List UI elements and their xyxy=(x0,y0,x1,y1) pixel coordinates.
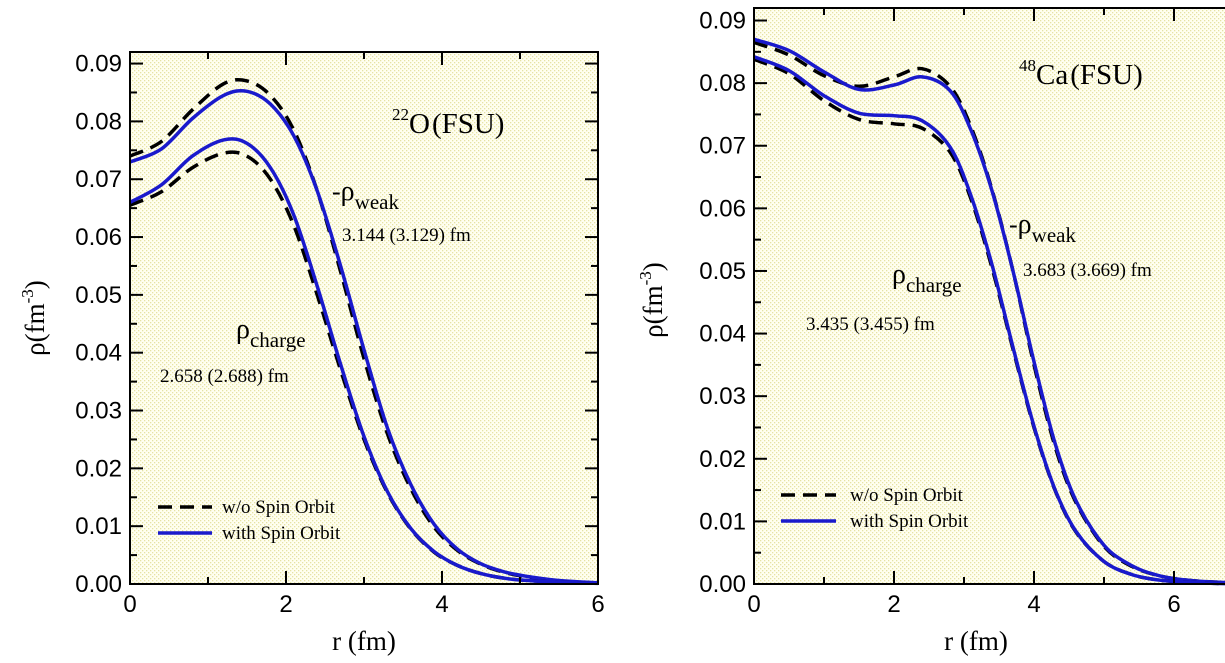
legend: w/o Spin Orbit with Spin Orbit xyxy=(781,485,969,532)
charge-rho: ρ xyxy=(236,314,250,345)
y-tick-label: 0.06 xyxy=(699,195,746,222)
y-axis-title-main: ρ(fm xyxy=(20,303,50,355)
weak-sub: weak xyxy=(355,190,400,214)
plot-frame xyxy=(753,7,1225,585)
y-axis-title-close: ) xyxy=(20,280,50,289)
nucleus-model: (FSU) xyxy=(1070,59,1143,91)
charge-density-label: ρcharge xyxy=(892,259,962,297)
charge-radius-value: 3.435 (3.455) fm xyxy=(806,314,935,335)
charge-sub: charge xyxy=(906,273,962,297)
y-tick-label: 0.07 xyxy=(699,133,746,160)
nucleus-model: (FSU) xyxy=(432,108,505,140)
legend-label-with-spin-orbit: with Spin Orbit xyxy=(850,511,969,532)
x-tick-label: 6 xyxy=(591,591,604,618)
y-tick-label: 0.01 xyxy=(699,508,746,535)
charge-rho: ρ xyxy=(892,259,906,290)
series-weak-solid xyxy=(129,88,599,585)
x-tick-label: 0 xyxy=(123,591,136,618)
x-tick-label: 0 xyxy=(747,591,760,618)
charge-density-label: ρcharge xyxy=(236,314,306,352)
y-tick-label: 0.00 xyxy=(699,571,746,598)
y-tick-label: 0.05 xyxy=(75,282,122,309)
y-tick-label: 0.02 xyxy=(75,455,122,482)
weak-radius-value: 3.144 (3.129) fm xyxy=(342,225,471,246)
legend-label-without-spin-orbit: w/o Spin Orbit xyxy=(850,485,964,506)
weak-rho: ρ xyxy=(341,176,355,207)
series-layer xyxy=(129,77,599,586)
y-tick-label: 0.04 xyxy=(75,340,122,367)
y-tick-label: 0.09 xyxy=(75,51,122,78)
weak-rho: ρ xyxy=(1018,209,1032,240)
weak-density-label: -ρweak xyxy=(1009,209,1076,247)
left-chart-panel: 0.00 0.01 0.02 0.03 0.04 0.05 0.06 0.07 0.08 0.09… xyxy=(18,51,605,656)
x-tick-label: 4 xyxy=(435,591,448,618)
y-axis-title: ρ(fm-3) xyxy=(18,280,50,356)
y-tick-label: 0.07 xyxy=(75,166,122,193)
series-charge-solid xyxy=(753,55,1225,586)
nucleus-symbol: Ca xyxy=(1036,59,1068,91)
weak-prefix: - xyxy=(1009,210,1018,239)
weak-prefix: - xyxy=(332,177,341,206)
legend-label-with-spin-orbit: with Spin Orbit xyxy=(222,523,341,544)
plot-background xyxy=(130,52,598,584)
charge-sub: charge xyxy=(250,328,306,352)
weak-sub: weak xyxy=(1032,223,1077,247)
ticks-layer: 0.00 0.01 0.02 0.03 0.04 0.05 0.06 0.07 0.08 0.09… xyxy=(699,8,1180,618)
y-tick-label: 0.04 xyxy=(699,321,746,348)
y-tick-label: 0.03 xyxy=(75,398,122,425)
nucleus-symbol: O xyxy=(409,108,430,140)
y-tick-label: 0.03 xyxy=(699,383,746,410)
legend-label-without-spin-orbit: w/o Spin Orbit xyxy=(222,497,336,518)
series-weak-dashed xyxy=(129,77,599,585)
series-weak-solid xyxy=(753,37,1225,585)
weak-density-label: -ρweak xyxy=(332,176,399,214)
y-axis-title-sup: -3 xyxy=(636,271,655,285)
ticks-layer: 0.00 0.01 0.02 0.03 0.04 0.05 0.06 0.07 0.08 0.09… xyxy=(75,51,604,618)
series-layer xyxy=(753,37,1225,586)
y-tick-label: 0.01 xyxy=(75,513,122,540)
y-tick-label: 0.00 xyxy=(75,571,122,598)
plot-background xyxy=(754,8,1225,584)
series-charge-solid xyxy=(129,137,599,586)
weak-radius-value: 3.683 (3.669) fm xyxy=(1023,260,1152,281)
right-chart-panel: 0.00 0.01 0.02 0.03 0.04 0.05 0.06 0.07 0.08 0.09… xyxy=(636,7,1225,656)
nucleus-label: 22O(FSU) xyxy=(392,105,504,140)
x-tick-label: 6 xyxy=(1167,591,1180,618)
charge-radius-value: 2.658 (2.688) fm xyxy=(160,366,289,387)
nucleus-mass-number: 48 xyxy=(1019,56,1036,75)
nucleus-label: 48Ca(FSU) xyxy=(1019,56,1143,91)
y-axis-title-close: ) xyxy=(638,262,668,271)
y-axis-title-sup: -3 xyxy=(18,289,37,303)
y-tick-label: 0.08 xyxy=(75,108,122,135)
y-tick-label: 0.08 xyxy=(699,70,746,97)
x-tick-label: 2 xyxy=(887,591,900,618)
x-axis-title: r (fm) xyxy=(332,626,396,656)
x-tick-label: 2 xyxy=(279,591,292,618)
series-weak-dashed xyxy=(753,40,1225,585)
y-axis-title-main: ρ(fm xyxy=(638,285,668,337)
y-axis-title: ρ(fm-3) xyxy=(636,262,668,338)
legend: w/o Spin Orbit with Spin Orbit xyxy=(158,497,341,544)
y-tick-label: 0.02 xyxy=(699,446,746,473)
y-tick-label: 0.06 xyxy=(75,224,122,251)
x-axis-title: r (fm) xyxy=(944,626,1008,656)
y-tick-label: 0.05 xyxy=(699,258,746,285)
y-tick-label: 0.09 xyxy=(699,8,746,35)
x-tick-label: 4 xyxy=(1027,591,1040,618)
nucleus-mass-number: 22 xyxy=(392,105,409,124)
